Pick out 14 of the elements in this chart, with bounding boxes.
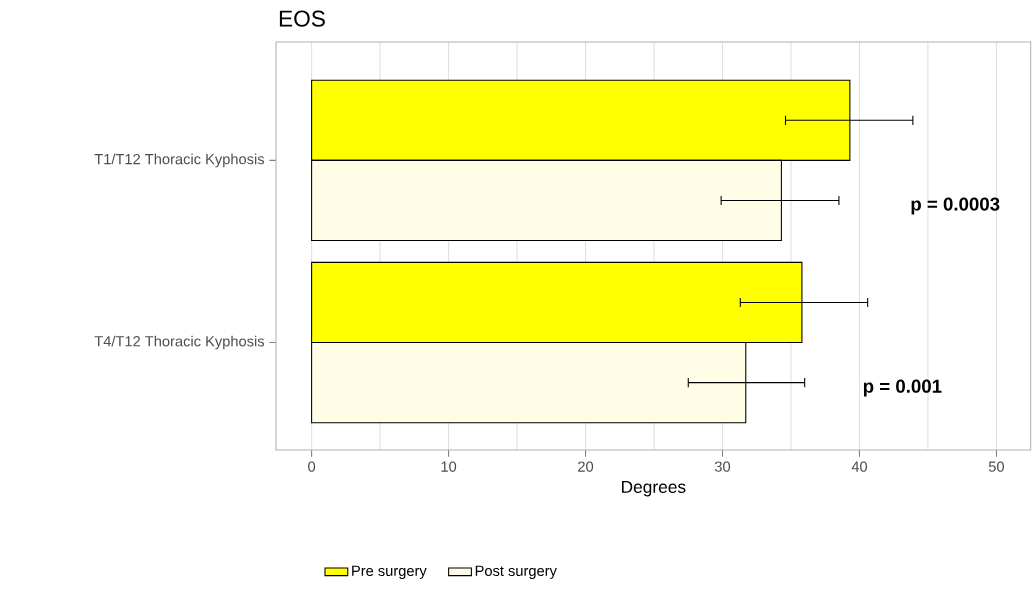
x-tick-label: 40 <box>851 461 868 472</box>
annotation: p = 0.0003 <box>911 197 1000 215</box>
y-tick-label: T4/T12 Thoracic Kyphosis <box>94 335 265 350</box>
chart-title: EOS <box>279 10 325 27</box>
y-tick-label: T1/T12 Thoracic Kyphosis <box>94 153 265 168</box>
legend-label: Pre surgery <box>352 565 427 579</box>
legend-label: Post surgery <box>475 565 557 579</box>
x-axis-title: Degrees <box>622 480 686 497</box>
x-tick-label: 30 <box>714 461 731 472</box>
x-tick-label: 10 <box>441 461 457 472</box>
x-tick-label: 0 <box>308 461 316 472</box>
x-tick-label: 50 <box>988 461 1004 472</box>
annotation: p = 0.001 <box>863 379 942 397</box>
x-tick-label: 20 <box>578 461 594 472</box>
